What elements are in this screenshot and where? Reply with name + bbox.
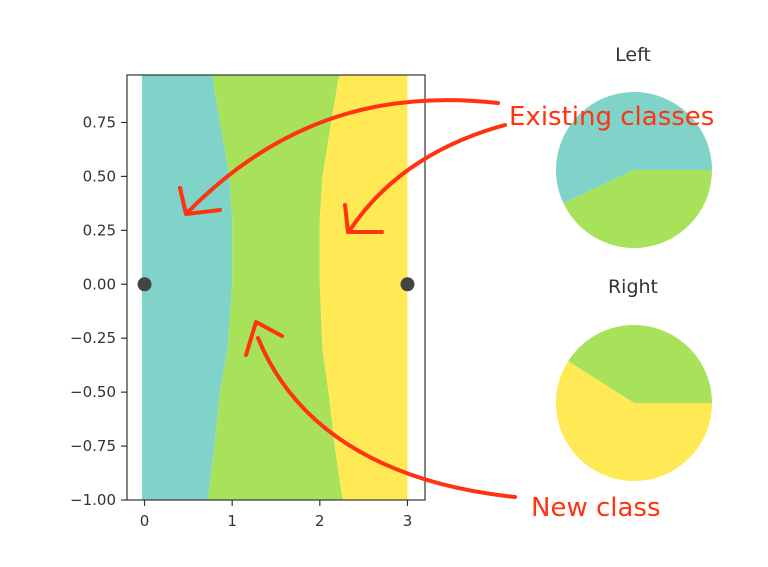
arrow-new-to-middle-region (256, 336, 517, 499)
pie-left-slice-0 (556, 92, 712, 204)
pie-right-slices (556, 325, 712, 482)
class-regions (141, 75, 408, 500)
x-tick-label: 2 (315, 512, 325, 530)
sample-point (400, 277, 415, 292)
region-class-2 (319, 75, 408, 500)
arrow-existing-to-left-region (186, 98, 500, 214)
x-tick-label: 1 (227, 512, 237, 530)
sample-point (137, 277, 152, 292)
y-tick-label: −0.50 (70, 383, 116, 401)
x-axis-ticks: 0 1 2 3 (140, 500, 412, 530)
y-tick-label: −1.00 (70, 491, 116, 509)
arrow-existing-to-right-region (348, 123, 507, 232)
y-tick-label: 0.50 (83, 167, 116, 185)
pie-left-title: Left (615, 44, 651, 66)
sample-points (137, 277, 415, 292)
arrowhead-existing-right (343, 203, 384, 234)
arrowhead-existing-left (178, 186, 222, 216)
plot-frame (126, 74, 426, 501)
x-tick-label: 0 (140, 512, 150, 530)
y-tick-label: −0.25 (70, 329, 116, 347)
pie-right-title: Right (608, 276, 658, 298)
annotation-existing-classes: Existing classes (509, 102, 714, 132)
annotation-new-class: New class (531, 493, 661, 523)
x-tick-label: 3 (403, 512, 413, 530)
pie-left: Left (556, 44, 712, 249)
decision-region-plot: 0 1 2 3 0.75 0.50 0.25 0.00 −0.25 −0.50 −0.75 −1.0… (70, 74, 426, 530)
arrowhead-new-middle (244, 320, 284, 357)
y-axis-ticks: 0.75 0.50 0.25 0.00 −0.25 −0.50 −0.75 −1.00 (70, 113, 127, 509)
y-tick-label: 0.00 (83, 275, 116, 293)
y-tick-label: −0.75 (70, 437, 116, 455)
pie-right-slice-1 (556, 361, 712, 482)
region-class-0 (141, 75, 233, 500)
annotations: Existing classes New class (178, 98, 714, 523)
y-tick-label: 0.25 (83, 221, 116, 239)
region-class-1 (207, 75, 343, 500)
pie-left-slices (556, 92, 712, 249)
pie-left-slice-1 (563, 170, 712, 249)
pie-right: Right (556, 276, 712, 482)
pie-right-slice-0 (568, 325, 712, 403)
annotation-arrows (178, 98, 517, 499)
y-tick-label: 0.75 (83, 113, 116, 131)
